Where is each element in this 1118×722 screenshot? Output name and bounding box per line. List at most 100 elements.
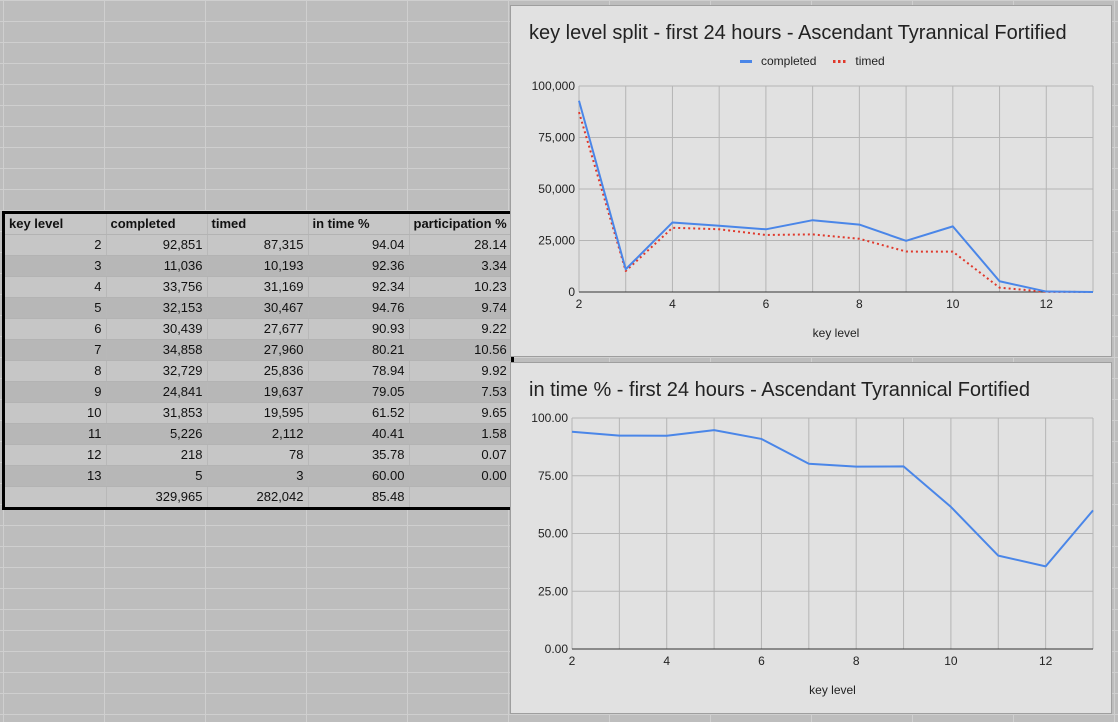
table-row: 3 11,036 10,193 92.36 3.34 [5, 255, 511, 277]
table-cell[interactable]: 80.21 [308, 339, 410, 361]
table-cell[interactable]: 2,112 [207, 423, 309, 445]
table-cell[interactable]: 28.14 [409, 234, 511, 256]
table-cell[interactable]: 32,153 [106, 297, 208, 319]
series-line-in-time- [571, 429, 1094, 568]
table-cell[interactable]: 87,315 [207, 234, 309, 256]
table-cell[interactable]: 32,729 [106, 360, 208, 382]
key-level-split-chart[interactable]: 0 25,000 50,000 75,000 100,000 2 4 6 8 10 12 key le… [510, 5, 1112, 357]
table-cell[interactable]: 34,858 [106, 339, 208, 361]
x-tick-label: 4 [669, 297, 676, 311]
x-tick-label: 10 [944, 654, 958, 668]
table-totals-row: 329,965 282,042 85.48 [5, 486, 511, 508]
table-cell[interactable]: 30,439 [106, 318, 208, 340]
table-cell[interactable]: 19,595 [207, 402, 309, 424]
table-cell[interactable]: 30,467 [207, 297, 309, 319]
table-cell[interactable]: 0.00 [409, 465, 511, 487]
x-axis-title: key level [809, 683, 856, 697]
x-tick-label: 8 [856, 297, 863, 311]
table-cell[interactable]: 40.41 [308, 423, 410, 445]
table-row: 9 24,841 19,637 79.05 7.53 [5, 381, 511, 403]
legend-swatch-completed [740, 59, 752, 63]
table-cell[interactable]: 5 [5, 297, 107, 319]
table-cell[interactable]: 0.07 [409, 444, 511, 466]
table-cell[interactable]: 92,851 [106, 234, 208, 256]
table-cell[interactable]: 60.00 [308, 465, 410, 487]
column-header[interactable]: participation % [409, 214, 511, 235]
table-cell[interactable]: 8 [5, 360, 107, 382]
table-cell[interactable]: 33,756 [106, 276, 208, 298]
y-tick-label: 0 [568, 285, 575, 299]
table-cell[interactable]: 11 [5, 423, 107, 445]
table-cell[interactable]: 24,841 [106, 381, 208, 403]
in-time-percent-plot: 0.00 25.00 50.00 75.00 100.00 2 4 6 8 10 12 key lev… [531, 411, 1094, 697]
table-cell[interactable]: 2 [5, 234, 107, 256]
y-tick-label: 100.00 [531, 411, 568, 425]
table-cell[interactable] [5, 486, 107, 507]
table-cell[interactable]: 11,036 [106, 255, 208, 277]
table-cell[interactable]: 9 [5, 381, 107, 403]
table-cell[interactable]: 218 [106, 444, 208, 466]
x-tick-label: 6 [758, 654, 765, 668]
table-cell[interactable]: 12 [5, 444, 107, 466]
series-line-timed [578, 111, 1094, 293]
table-cell[interactable]: 92.36 [308, 255, 410, 277]
table-cell[interactable]: 4 [5, 276, 107, 298]
table-cell[interactable]: 9.74 [409, 297, 511, 319]
x-tick-label: 12 [1039, 654, 1053, 668]
table-cell[interactable]: 6 [5, 318, 107, 340]
table-cell[interactable]: 10,193 [207, 255, 309, 277]
table-cell[interactable]: 3 [5, 255, 107, 277]
legend-swatch-timed [833, 59, 847, 63]
table-cell[interactable]: 7 [5, 339, 107, 361]
table-cell[interactable]: 25,836 [207, 360, 309, 382]
table-cell[interactable]: 5 [106, 465, 208, 487]
table-cell[interactable]: 61.52 [308, 402, 410, 424]
table-cell[interactable]: 94.76 [308, 297, 410, 319]
table-cell[interactable]: 329,965 [106, 486, 208, 507]
table-row: 2 92,851 87,315 94.04 28.14 [5, 234, 511, 256]
table-cell[interactable]: 78 [207, 444, 309, 466]
table-cell[interactable]: 31,853 [106, 402, 208, 424]
table-cell[interactable]: 85.48 [308, 486, 410, 507]
y-tick-label: 0.00 [545, 642, 569, 656]
in-time-percent-chart[interactable]: 0.00 25.00 50.00 75.00 100.00 2 4 6 8 10 12 key lev… [510, 362, 1112, 714]
data-table: key level completed timed in time % particip… [2, 211, 514, 510]
table-cell[interactable]: 79.05 [308, 381, 410, 403]
table-cell[interactable]: 27,677 [207, 318, 309, 340]
table-cell[interactable]: 94.04 [308, 234, 410, 256]
table-cell[interactable]: 31,169 [207, 276, 309, 298]
table-cell[interactable]: 3.34 [409, 255, 511, 277]
column-header[interactable]: key level [5, 214, 107, 235]
table-cell[interactable]: 90.93 [308, 318, 410, 340]
table-row: 8 32,729 25,836 78.94 9.92 [5, 360, 511, 382]
table-cell[interactable]: 19,637 [207, 381, 309, 403]
table-cell[interactable]: 1.58 [409, 423, 511, 445]
table-cell[interactable]: 9.65 [409, 402, 511, 424]
table-cell[interactable]: 3 [207, 465, 309, 487]
table-cell[interactable]: 9.92 [409, 360, 511, 382]
table-cell[interactable]: 282,042 [207, 486, 309, 507]
x-tick-label: 4 [663, 654, 670, 668]
table-cell[interactable] [409, 487, 511, 508]
y-tick-label: 100,000 [532, 79, 576, 93]
table-row: 10 31,853 19,595 61.52 9.65 [5, 402, 511, 424]
chart-title: key level split - first 24 hours - Ascen… [529, 22, 1067, 44]
table-cell[interactable]: 10.56 [409, 339, 511, 361]
table-cell[interactable]: 7.53 [409, 381, 511, 403]
table-cell[interactable]: 78.94 [308, 360, 410, 382]
table-cell[interactable]: 13 [5, 465, 107, 487]
legend-label-timed: timed [855, 54, 885, 68]
column-header[interactable]: in time % [308, 214, 410, 235]
table-cell[interactable]: 10.23 [409, 276, 511, 298]
table-row: 5 32,153 30,467 94.76 9.74 [5, 297, 511, 319]
x-tick-label: 2 [576, 297, 583, 311]
table-row: 11 5,226 2,112 40.41 1.58 [5, 423, 511, 445]
table-cell[interactable]: 9.22 [409, 318, 511, 340]
column-header[interactable]: timed [207, 214, 309, 235]
table-cell[interactable]: 27,960 [207, 339, 309, 361]
table-cell[interactable]: 35.78 [308, 444, 410, 466]
table-cell[interactable]: 5,226 [106, 423, 208, 445]
table-cell[interactable]: 10 [5, 402, 107, 424]
column-header[interactable]: completed [106, 214, 208, 235]
table-cell[interactable]: 92.34 [308, 276, 410, 298]
